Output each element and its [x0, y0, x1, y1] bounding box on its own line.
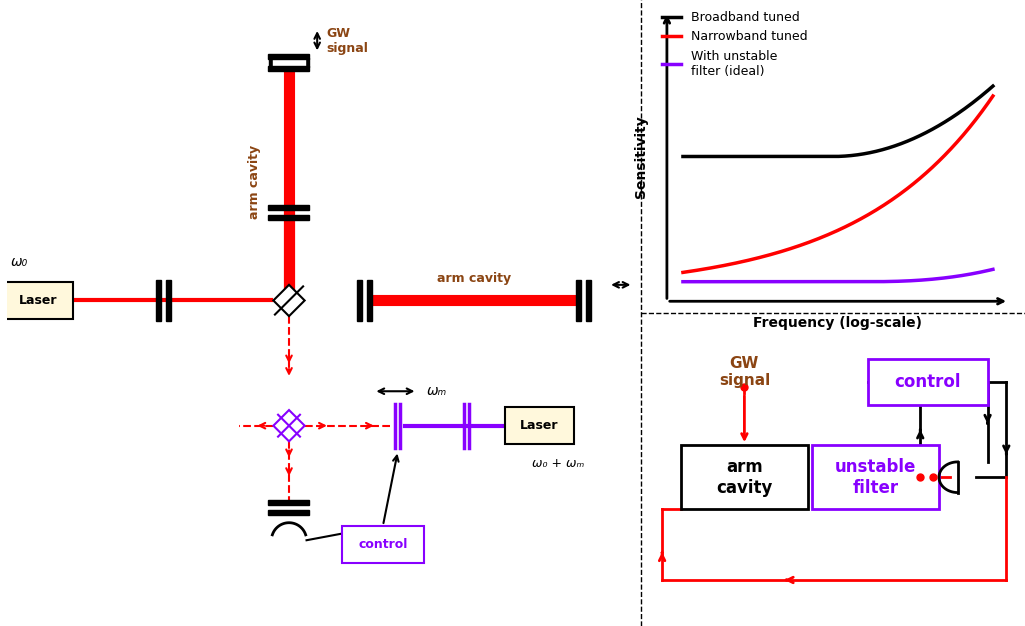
Bar [156, 280, 161, 321]
Polygon shape [274, 410, 304, 441]
Text: arm cavity: arm cavity [248, 145, 261, 218]
Legend: Broadband tuned, Narrowband tuned, With unstable
filter (ideal): Broadband tuned, Narrowband tuned, With … [657, 6, 813, 83]
Bar [269, 54, 310, 59]
Text: Laser: Laser [520, 419, 559, 432]
FancyBboxPatch shape [4, 282, 73, 319]
Bar [166, 280, 171, 321]
Text: control: control [895, 373, 961, 391]
Bar [269, 66, 310, 71]
Y-axis label: Sensitivity: Sensitivity [634, 115, 648, 198]
Text: ω₀ + ωₘ: ω₀ + ωₘ [532, 457, 584, 470]
Polygon shape [274, 285, 304, 316]
Text: ωₘ: ωₘ [426, 384, 447, 398]
Bar [269, 500, 310, 505]
FancyBboxPatch shape [812, 445, 939, 510]
Text: ω₀: ω₀ [11, 255, 29, 269]
Bar [269, 58, 310, 67]
Bar [585, 280, 590, 321]
FancyBboxPatch shape [868, 359, 988, 405]
Bar [269, 215, 310, 220]
X-axis label: Frequency (log-scale): Frequency (log-scale) [753, 316, 922, 330]
Bar [269, 205, 310, 210]
Text: Laser: Laser [19, 294, 57, 307]
Bar [274, 58, 304, 68]
Bar [367, 280, 372, 321]
Text: arm cavity: arm cavity [437, 272, 510, 285]
Bar [269, 510, 310, 515]
Bar [576, 280, 581, 321]
FancyBboxPatch shape [681, 445, 808, 510]
Text: arm
cavity: arm cavity [716, 458, 773, 496]
Text: GW
signal: GW signal [327, 27, 368, 54]
Text: GW
signal: GW signal [719, 356, 770, 389]
Text: control: control [358, 538, 408, 551]
FancyBboxPatch shape [505, 407, 574, 444]
Text: unstable
filter: unstable filter [834, 458, 916, 496]
FancyBboxPatch shape [342, 526, 423, 563]
Bar [357, 280, 362, 321]
